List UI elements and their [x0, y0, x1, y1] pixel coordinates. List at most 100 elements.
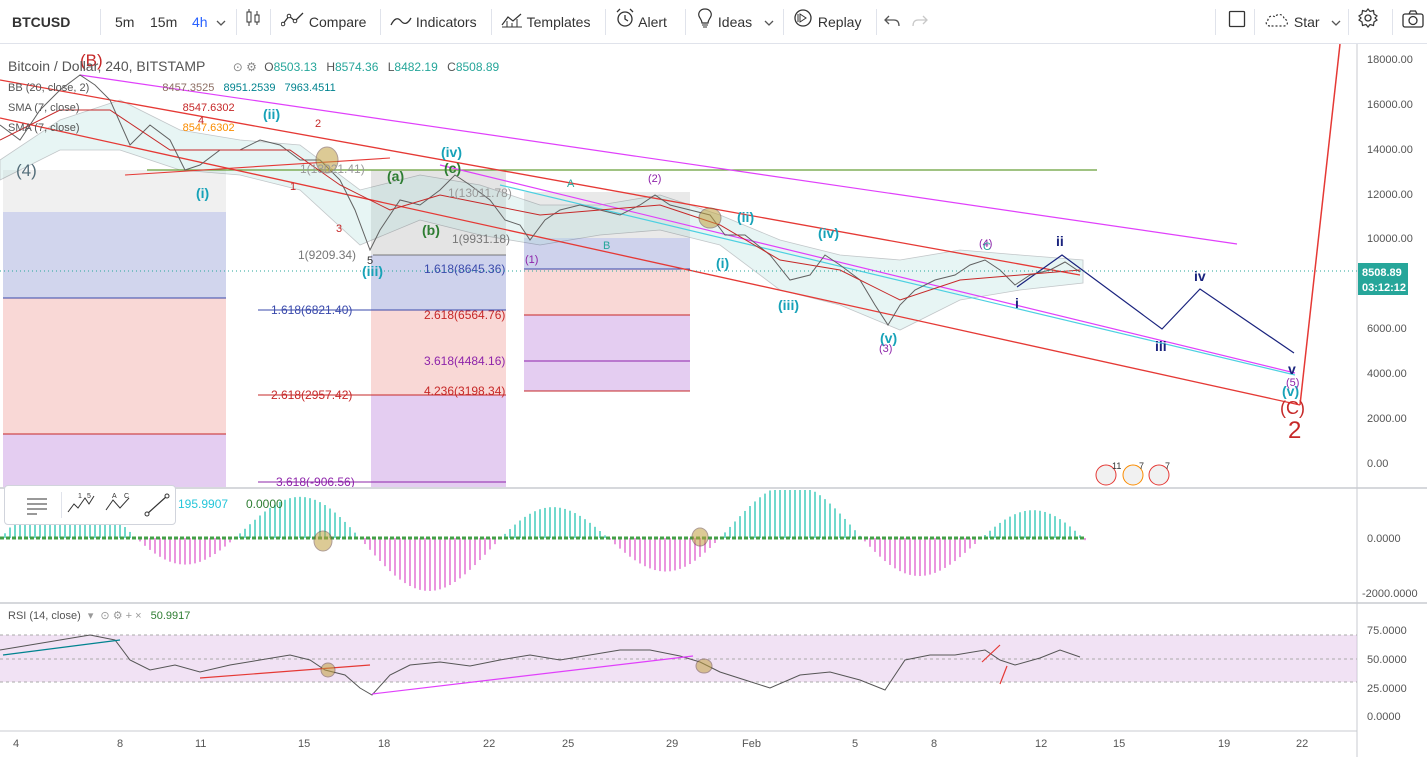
bb-legend[interactable]: BB (20, close, 2) 8457.3525 8951.2539 79…	[8, 82, 336, 94]
highlight-marker[interactable]	[698, 207, 722, 229]
wave-label[interactable]: (2)	[648, 173, 661, 185]
highlight-marker[interactable]	[691, 527, 709, 547]
trend-channel-lower[interactable]	[0, 117, 1301, 406]
wave-label[interactable]: 3	[336, 223, 342, 235]
wave-label[interactable]: 2	[1288, 417, 1301, 444]
alert-button[interactable]: Alert	[615, 0, 667, 44]
highlight-marker[interactable]	[695, 658, 713, 674]
highlight-marker[interactable]	[313, 530, 333, 552]
wave-label[interactable]: (iii)	[778, 297, 799, 313]
wave-label[interactable]: (i)	[716, 255, 729, 271]
wave-label[interactable]: (i)	[196, 185, 209, 201]
wave-label[interactable]: (5)	[1286, 377, 1299, 389]
wave-projection-line[interactable]	[1299, 44, 1341, 406]
star-button[interactable]: Star	[1264, 0, 1341, 44]
interval-dropdown[interactable]	[216, 0, 226, 44]
price-series[interactable]	[0, 74, 1081, 326]
chart-canvas[interactable]: (B) (4) (i) (ii) (iii) (iv) (v) (i) (ii)…	[0, 44, 1427, 757]
sma-legend[interactable]: SMA (7, close) 8547.6302	[8, 102, 235, 114]
fib-label[interactable]: 1(13021.41)	[300, 162, 365, 176]
wave-label[interactable]: (iv)	[441, 144, 462, 160]
wave-label[interactable]: (ii)	[737, 209, 754, 225]
wave-label[interactable]: i	[1015, 295, 1019, 311]
wave-label[interactable]: iii	[1155, 338, 1167, 354]
wave-label[interactable]: (v)	[880, 330, 897, 346]
sma-label[interactable]: SMA (7, close)	[8, 102, 80, 114]
sma-line[interactable]	[0, 109, 1081, 301]
wave-label[interactable]: (4)	[979, 238, 992, 250]
trend-line[interactable]	[124, 157, 391, 176]
eye-icon[interactable]: ⊙	[100, 610, 110, 622]
wave-label[interactable]: (4)	[16, 161, 37, 180]
fib-label[interactable]: 3.618(-906.56)	[276, 475, 355, 489]
sma-legend[interactable]: SMA (7, close) 8547.6302	[8, 122, 235, 134]
replay-button[interactable]: Replay	[792, 0, 861, 44]
close-icon[interactable]: ×	[135, 610, 142, 622]
rsi-line[interactable]	[0, 634, 1081, 696]
wave-label[interactable]: 5	[367, 255, 373, 267]
magenta-trend-line[interactable]	[439, 164, 1296, 374]
interval-15m[interactable]: 15m	[150, 14, 178, 30]
cyan-trend-line[interactable]	[499, 184, 1296, 376]
rsi-trend-line[interactable]	[199, 664, 371, 679]
chart-area[interactable]: (B) (4) (i) (ii) (iii) (iv) (v) (i) (ii)…	[0, 44, 1427, 757]
flag-icon[interactable]	[1122, 464, 1144, 486]
ideas-button[interactable]: Ideas	[696, 0, 774, 44]
bb-label[interactable]: BB (20, close, 2)	[8, 82, 90, 94]
wave-projection-path[interactable]	[1016, 254, 1295, 354]
wave-label[interactable]: v	[1288, 361, 1296, 377]
rsi-pane[interactable]	[0, 634, 1357, 696]
fib-label[interactable]: 1(13011.78)	[448, 186, 512, 200]
wave-label[interactable]: (B)	[80, 51, 103, 70]
rsi-legend[interactable]: RSI (14, close) ▾ ⊙ ⚙ + × 50.9917	[8, 609, 190, 622]
compare-button[interactable]: Compare	[280, 0, 366, 44]
eye-icon[interactable]: ⊙	[232, 60, 243, 74]
fib-label[interactable]: 4.236(3198.34)	[424, 384, 505, 398]
price-axis[interactable]: 18000.00 16000.00 14000.00 12000.00 1000…	[1358, 54, 1413, 470]
sma-label[interactable]: SMA (7, close)	[8, 122, 80, 134]
flag-icon[interactable]	[1148, 464, 1170, 486]
rsi-label[interactable]: RSI (14, close)	[8, 610, 81, 622]
wave-label[interactable]: A	[567, 178, 575, 190]
symbol-search[interactable]: BTCUSD	[12, 14, 71, 30]
time-axis[interactable]: 4 8 11 15 18 22 25 29 Feb 5 8 12 15 19 2…	[13, 738, 1308, 750]
highlight-marker[interactable]	[315, 146, 339, 174]
chart-type-button[interactable]	[244, 0, 262, 44]
fullscreen-button[interactable]	[1228, 0, 1246, 44]
chevron-down-icon[interactable]: ▾	[87, 610, 94, 622]
wave-label[interactable]: (b)	[422, 222, 440, 238]
rsi-trend-line[interactable]	[2, 639, 121, 656]
settings-button[interactable]	[1358, 0, 1378, 44]
main-pane[interactable]: (B) (4) (i) (ii) (iii) (iv) (v) (i) (ii)…	[0, 44, 1357, 494]
trend-channel-upper[interactable]	[0, 79, 1081, 276]
interval-5m[interactable]: 5m	[115, 14, 135, 30]
drag-handle[interactable]	[21, 490, 53, 520]
fib-label[interactable]: 2.618(2957.42)	[271, 388, 352, 402]
wave-label[interactable]: (3)	[879, 343, 892, 355]
macd-axis[interactable]: 0.0000 -2000.0000	[1362, 533, 1418, 600]
highlight-marker[interactable]	[320, 662, 336, 678]
rsi-trend-line[interactable]	[371, 655, 694, 695]
magenta-trend-line[interactable]	[79, 74, 1238, 245]
wave-label[interactable]: ii	[1056, 233, 1064, 249]
flag-icon[interactable]	[1095, 464, 1117, 486]
rsi-trend-line[interactable]	[999, 665, 1008, 685]
wave-label[interactable]: C	[983, 241, 991, 253]
settings-icon[interactable]: ⚙	[112, 610, 123, 622]
wave-label[interactable]: (v)	[1282, 383, 1299, 399]
fib-label[interactable]: 2.618(6564.76)	[424, 308, 505, 322]
fib-label[interactable]: 1.618(8645.36)	[424, 262, 505, 276]
wave-label[interactable]: (1)	[525, 254, 538, 266]
wave-label[interactable]: 2	[315, 118, 321, 130]
add-icon[interactable]: +	[125, 610, 133, 622]
fib-label[interactable]: 1.618(6821.40)	[271, 303, 352, 317]
rsi-trend-line[interactable]	[981, 644, 1001, 663]
event-badges[interactable]: 11 7 7	[1095, 461, 1170, 486]
wave-label[interactable]: (c)	[444, 160, 461, 176]
fib-label[interactable]: 3.618(4484.16)	[424, 354, 505, 368]
main-legend[interactable]: Bitcoin / Dollar, 240, BITSTAMP ⊙ ⚙ O850…	[8, 58, 499, 74]
wave-label[interactable]: iv	[1194, 268, 1206, 284]
